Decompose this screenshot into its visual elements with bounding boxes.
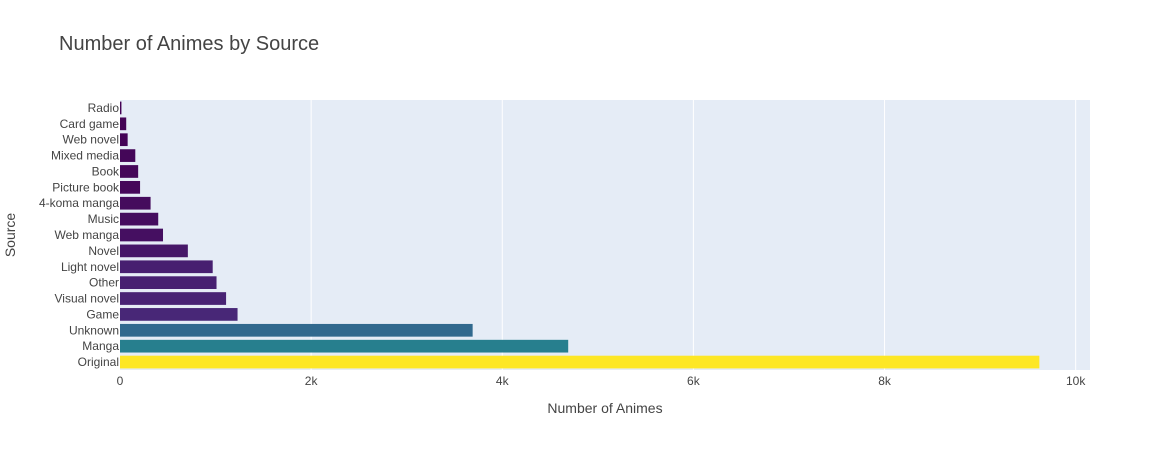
bar[interactable] — [120, 355, 1040, 369]
x-tick-label: 8k — [878, 374, 892, 388]
x-tick-label: 10k — [1066, 374, 1086, 388]
x-tick-label: 6k — [687, 374, 701, 388]
y-tick-label: Book — [92, 164, 120, 178]
bar[interactable] — [120, 292, 227, 305]
y-tick-label: Visual novel — [55, 292, 120, 306]
y-tick-label: 4-koma manga — [39, 196, 119, 210]
bar[interactable] — [120, 212, 159, 226]
y-tick-label: Unknown — [69, 323, 119, 337]
bar[interactable] — [120, 165, 139, 178]
bar[interactable] — [120, 101, 122, 115]
x-tick-label: 4k — [496, 374, 510, 388]
y-tick-label: Light novel — [61, 260, 119, 274]
y-tick-label: Picture book — [52, 180, 120, 194]
bar[interactable] — [120, 133, 128, 147]
bar[interactable] — [120, 323, 473, 337]
y-tick-label: Web novel — [63, 133, 119, 147]
x-tick-label: 0 — [117, 374, 124, 388]
bar[interactable] — [120, 276, 217, 289]
y-tick-label: Original — [78, 355, 119, 369]
bar[interactable] — [120, 228, 164, 242]
x-tick-labels: 0 2k 4k 6k 8k 10k — [117, 374, 1087, 388]
y-tick-label: Music — [88, 212, 119, 226]
bar[interactable] — [120, 308, 238, 321]
bar[interactable] — [120, 260, 213, 274]
x-tick-label: 2k — [305, 374, 319, 388]
bar[interactable] — [120, 244, 188, 258]
y-tick-label: Game — [86, 307, 119, 321]
y-tick-label: Card game — [60, 117, 120, 131]
y-tick-label: Novel — [88, 244, 119, 258]
bar[interactable] — [120, 149, 136, 162]
bar[interactable] — [120, 339, 569, 353]
y-tick-label: Radio — [88, 101, 120, 115]
y-tick-label: Web manga — [55, 228, 120, 242]
chart-title: Number of Animes by Source — [59, 33, 319, 55]
bars — [120, 101, 1040, 369]
x-axis-title: Number of Animes — [547, 400, 662, 416]
bar[interactable] — [120, 117, 127, 131]
bar[interactable] — [120, 196, 151, 210]
bar[interactable] — [120, 181, 141, 194]
y-tick-label: Mixed media — [51, 149, 119, 163]
y-tick-label: Manga — [82, 339, 119, 353]
y-axis-title: Source — [2, 213, 18, 258]
y-tick-label: Other — [89, 276, 119, 290]
